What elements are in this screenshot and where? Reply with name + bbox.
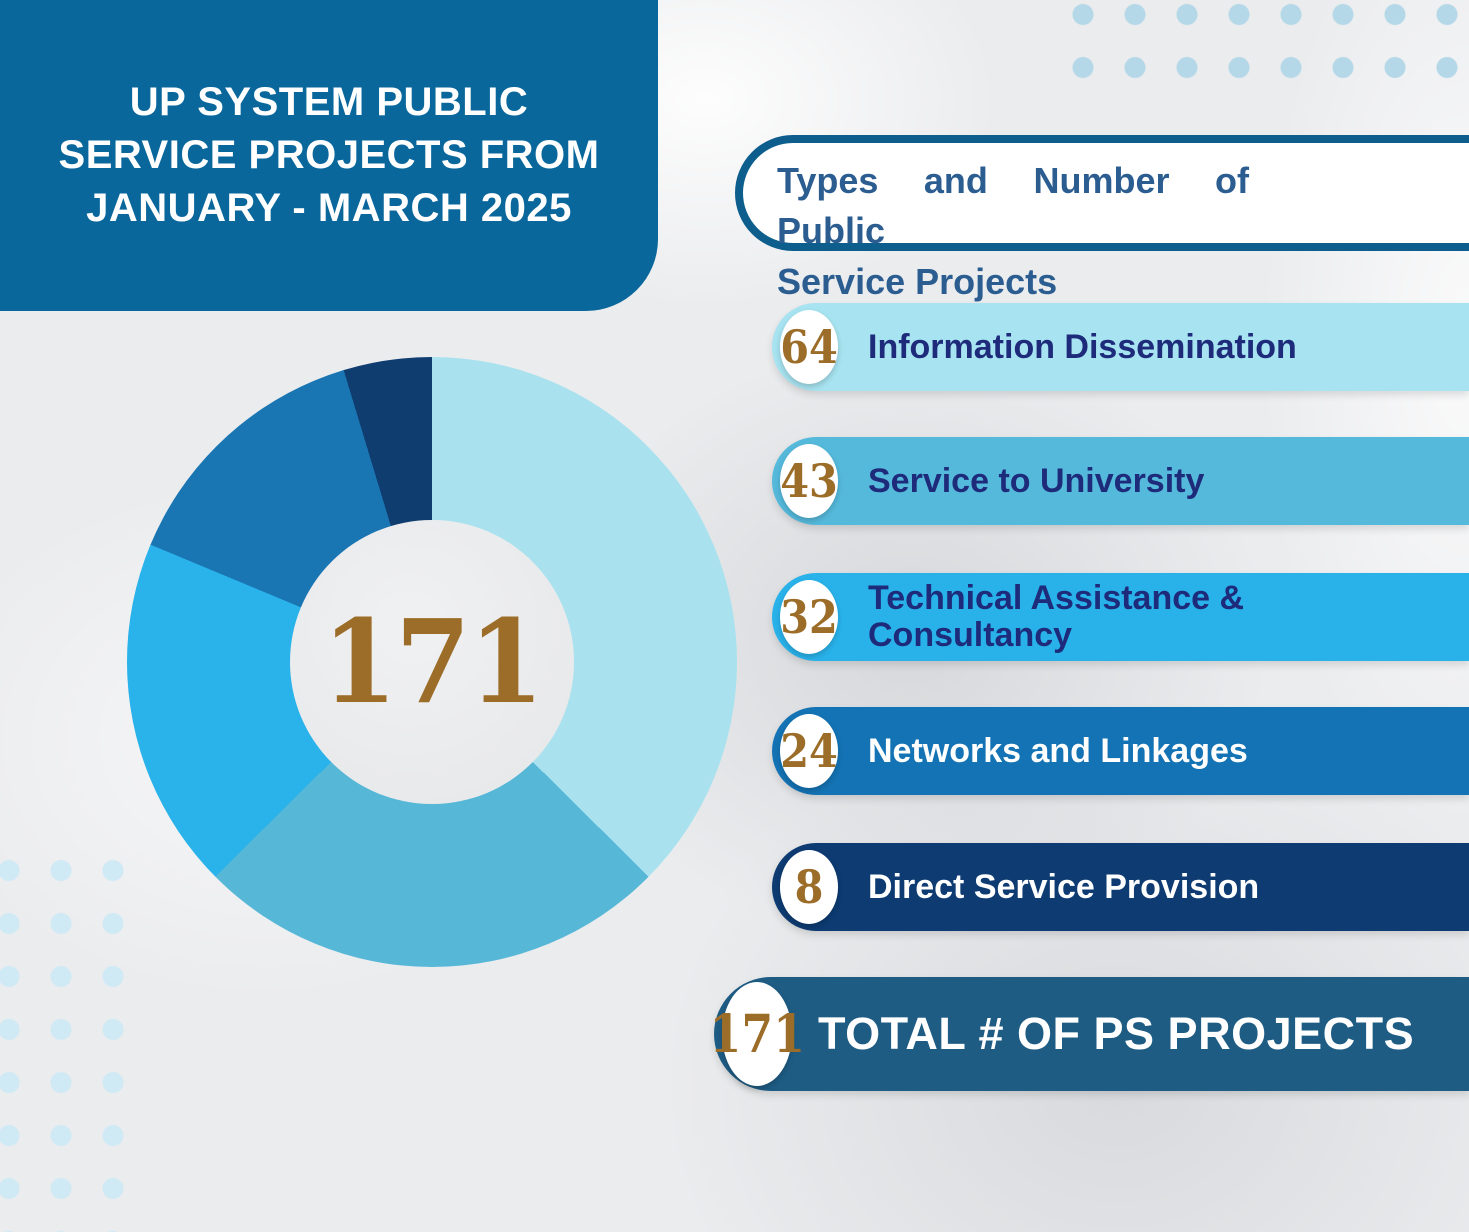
category-row: 32 Technical Assistance & Consultancy <box>772 573 1469 661</box>
page-title-line: SERVICE PROJECTS FROM <box>58 132 600 177</box>
category-bar <box>772 437 1469 525</box>
count-value: 8 <box>794 860 824 914</box>
count-value: 24 <box>780 724 838 778</box>
category-bar <box>772 707 1469 795</box>
category-bar <box>772 303 1469 391</box>
title-card: UP SYSTEM PUBLIC SERVICE PROJECTS FROM J… <box>0 0 658 311</box>
total-count-badge: 171 <box>709 982 805 1086</box>
category-label: Service to University <box>868 461 1205 500</box>
count-badge: 64 <box>780 310 838 384</box>
total-count-value: 171 <box>709 1003 805 1065</box>
section-heading-line: Types and Number of Public <box>777 160 1249 252</box>
dots-pattern-top-right <box>1057 0 1469 94</box>
count-badge: 43 <box>780 444 838 518</box>
total-bar <box>714 977 1469 1091</box>
donut-hole: 171 <box>290 520 574 804</box>
category-row: 8 Direct Service Provision <box>772 843 1469 931</box>
category-row: 64 Information Dissemination <box>772 303 1469 391</box>
section-heading-line: Service Projects <box>777 260 1058 302</box>
donut-chart: 171 <box>127 357 737 967</box>
donut-center-total: 171 <box>321 594 544 730</box>
page-title-line: JANUARY - MARCH 2025 <box>86 186 572 231</box>
count-badge: 32 <box>780 580 838 654</box>
dots-pattern-bottom-left <box>0 844 143 1232</box>
count-value: 32 <box>780 590 838 644</box>
count-value: 64 <box>780 320 838 374</box>
category-label: Direct Service Provision <box>868 867 1260 906</box>
category-label: Networks and Linkages <box>868 731 1248 770</box>
page-title: UP SYSTEM PUBLIC SERVICE PROJECTS FROM J… <box>59 76 600 236</box>
page-title-line: UP SYSTEM PUBLIC <box>129 79 529 124</box>
count-value: 43 <box>780 454 838 508</box>
category-label: Information Dissemination <box>868 327 1297 366</box>
section-heading-box: Types and Number of Public Service Proje… <box>735 135 1469 302</box>
count-badge: 8 <box>780 850 838 924</box>
category-label: Technical Assistance & Consultancy <box>868 579 1245 654</box>
total-row: 171 TOTAL # OF PS PROJECTS <box>709 977 1469 1091</box>
count-badge: 24 <box>780 714 838 788</box>
total-label: TOTAL # OF PS PROJECTS <box>818 1008 1415 1059</box>
category-row: 43 Service to University <box>772 437 1469 525</box>
category-row: 24 Networks and Linkages <box>772 707 1469 795</box>
category-bar <box>772 573 1469 661</box>
category-bar <box>772 843 1469 931</box>
